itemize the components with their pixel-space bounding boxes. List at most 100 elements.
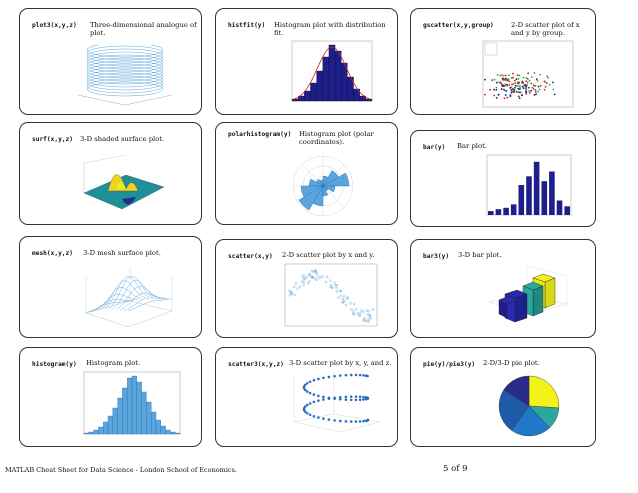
gscatter-point <box>526 81 529 84</box>
helix-loop <box>86 45 164 61</box>
gscatter-point <box>518 74 521 77</box>
gscatter-point <box>521 94 524 97</box>
scatter3-point <box>327 375 331 379</box>
gscatter-point <box>501 77 504 80</box>
gscatter-point <box>504 89 506 92</box>
scatter3-point <box>312 414 316 418</box>
command-label: scatter(x,y) <box>228 253 273 260</box>
gscatter-point <box>516 82 519 84</box>
scatter3-point <box>308 391 312 395</box>
scatter3-point <box>312 379 316 382</box>
scatter3-point <box>362 419 365 423</box>
histogram-bar <box>146 401 152 435</box>
scatter-point <box>343 299 346 303</box>
gscatter-point <box>528 79 531 82</box>
helix-loop <box>86 51 164 67</box>
scatter3-point <box>305 403 309 407</box>
mesh-line <box>93 294 138 312</box>
gscatter-point <box>507 78 510 81</box>
gscatter-point <box>495 96 498 99</box>
description: 3-D bar plot. <box>458 251 502 259</box>
command-label: histogram(y) <box>32 361 77 368</box>
gscatter-point <box>545 82 548 84</box>
scatter-point <box>346 297 349 300</box>
scatter3-point <box>349 395 353 399</box>
command-label: histfit(y) <box>228 22 266 29</box>
scatter-point <box>302 284 305 287</box>
scatter-point <box>289 291 293 294</box>
gscatter-point <box>516 85 519 87</box>
bar-mark <box>564 206 570 215</box>
pie-slice <box>503 375 530 407</box>
description: 2-D/3-D pie plot. <box>483 359 540 367</box>
scatter-point <box>288 294 292 297</box>
description: Bar plot. <box>457 142 487 150</box>
histfit-bar <box>304 90 311 102</box>
gscatter-point <box>505 90 508 92</box>
scatter-point <box>356 312 359 315</box>
scatter3-point <box>358 373 362 377</box>
gscatter-point <box>508 74 510 77</box>
mesh-line <box>104 276 150 310</box>
gscatter-point <box>544 81 546 83</box>
scatter-point <box>369 317 373 320</box>
gscatter-point <box>522 87 525 89</box>
bar-mark <box>510 204 517 215</box>
command-label: bar(y) <box>423 144 446 151</box>
scatter3-point <box>338 419 342 423</box>
mesh-line <box>112 279 157 310</box>
scatter3-point <box>354 373 358 377</box>
scatter-point <box>361 310 365 314</box>
gscatter-point <box>500 88 503 90</box>
card-scatter: scatter(x,y) 2-D scatter plot by x and y… <box>215 239 398 338</box>
gscatter-point <box>514 82 517 84</box>
scatter-point <box>293 293 296 296</box>
histogram-bar <box>165 429 171 435</box>
scatter-point <box>352 313 356 316</box>
histogram-bar <box>93 429 99 435</box>
gscatter-point <box>537 85 540 88</box>
scatter-point <box>335 283 338 287</box>
gscatter-point <box>484 93 486 96</box>
histogram-bar <box>170 431 176 435</box>
scatter3-point <box>362 398 365 401</box>
gscatter-point <box>521 85 524 88</box>
scatter3-point <box>349 398 353 402</box>
scatter-point <box>288 289 291 292</box>
card-pie: pie(y)/pie3(y) 2-D/3-D pie plot. <box>410 347 596 447</box>
scatter-point <box>308 280 311 283</box>
gscatter-point <box>530 89 533 92</box>
scatter-point <box>367 310 371 313</box>
histfit-bar <box>322 56 330 102</box>
histogram-bar <box>155 419 161 435</box>
gscatter-point <box>525 88 528 91</box>
helix-loop <box>86 63 164 79</box>
card-gscatter: gscatter(x,y,group) 2-D scatter plot of … <box>410 8 596 115</box>
scatter-point <box>337 296 340 299</box>
gscatter-point <box>532 87 535 90</box>
scatter3-point <box>338 374 342 377</box>
helix-loop <box>86 81 164 97</box>
gscatter-point <box>504 74 507 77</box>
scatter-point <box>364 319 367 323</box>
scatter-point <box>298 285 301 288</box>
plot3-helix-plot <box>77 45 173 106</box>
scatter-point <box>338 289 342 293</box>
card-surf: surf(x,y,z) 3-D shaded surface plot. <box>19 122 202 225</box>
gscatter-point <box>513 91 515 93</box>
gscatter-point <box>502 74 505 77</box>
scatter3-point <box>354 420 358 423</box>
histfit-bar <box>353 88 360 102</box>
scatter-point <box>349 302 352 305</box>
scatter3-point <box>317 416 320 419</box>
bar-mark <box>549 171 555 215</box>
scatter-plot <box>284 263 378 327</box>
command-label: surf(x,y,z) <box>32 136 73 143</box>
gscatter-point <box>505 79 508 81</box>
scatter-point <box>352 302 356 306</box>
helix-loop <box>86 78 164 94</box>
scatter-point <box>312 271 315 274</box>
scatter-point <box>360 309 363 312</box>
histfit-bar <box>328 44 336 102</box>
gscatter-point <box>525 80 528 83</box>
